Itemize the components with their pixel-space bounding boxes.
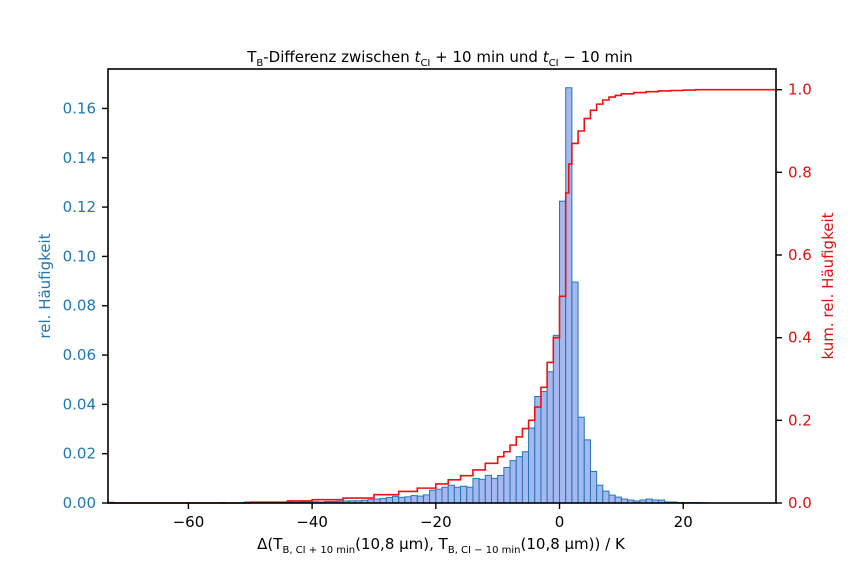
right-y-axis-label: kum. rel. Häufigkeit bbox=[819, 212, 837, 359]
x-tick-label: 20 bbox=[674, 513, 693, 531]
histogram-bar bbox=[435, 488, 443, 504]
histogram-bar bbox=[583, 439, 591, 504]
histogram-bar bbox=[503, 466, 511, 504]
right-y-tick-label: 1.0 bbox=[788, 81, 812, 99]
x-tick-label: −40 bbox=[296, 513, 328, 531]
histogram-bar bbox=[571, 281, 579, 504]
histogram-bar bbox=[466, 486, 474, 504]
histogram-bar bbox=[447, 484, 455, 504]
left-y-tick-label: 0.12 bbox=[63, 198, 96, 216]
right-y-tick-label: 0.2 bbox=[788, 411, 812, 429]
histogram-bar bbox=[589, 470, 598, 504]
x-tick-label: −20 bbox=[420, 513, 452, 531]
left-y-tick-label: 0.14 bbox=[63, 149, 96, 167]
x-axis-ticks: −60 −40 −20 0 20 bbox=[173, 503, 693, 531]
histogram-bar bbox=[521, 451, 530, 504]
left-y-tick-label: 0.04 bbox=[63, 395, 96, 413]
histogram-bar bbox=[392, 495, 400, 504]
histogram-bar bbox=[404, 496, 412, 504]
histogram-bar bbox=[460, 485, 468, 504]
left-y-tick-label: 0.06 bbox=[63, 346, 96, 364]
left-y-tick-label: 0.00 bbox=[63, 494, 96, 512]
histogram-bar bbox=[552, 334, 561, 504]
right-y-tick-label: 0.4 bbox=[788, 329, 812, 347]
x-tick-label: 0 bbox=[555, 513, 565, 531]
histogram-bar bbox=[484, 474, 492, 504]
plot-frame bbox=[107, 68, 777, 504]
right-y-tick-label: 0.0 bbox=[788, 494, 812, 512]
histogram-bar bbox=[478, 478, 486, 504]
histogram-bar bbox=[559, 200, 567, 504]
histogram-bar bbox=[515, 456, 523, 504]
histogram-bar bbox=[385, 497, 394, 504]
histogram-bar bbox=[410, 495, 418, 504]
histogram-bar bbox=[453, 486, 462, 504]
left-y-tick-label: 0.02 bbox=[63, 445, 96, 463]
left-y-tick-label: 0.10 bbox=[63, 247, 96, 265]
histogram-bar bbox=[546, 371, 554, 504]
histogram-bar bbox=[429, 489, 437, 504]
right-y-tick-label: 0.6 bbox=[788, 246, 812, 264]
right-y-tick-label: 0.8 bbox=[788, 163, 812, 181]
histogram-bar bbox=[509, 460, 517, 504]
chart-title: TB-Differenz zwischen tCI + 10 min und t… bbox=[246, 48, 633, 69]
x-axis-label: Δ(TB, CI + 10 min(10,8 μm), TB, CI − 10 … bbox=[257, 535, 626, 556]
histogram-bar bbox=[602, 490, 610, 504]
cumulative-step-line bbox=[108, 88, 776, 504]
histogram-bar bbox=[416, 495, 424, 504]
histogram-bar bbox=[441, 486, 449, 504]
left-y-axis-ticks: 0.00 0.02 0.04 0.06 0.08 0.10 0.12 0.14 0.16 bbox=[63, 99, 108, 512]
histogram-bars bbox=[107, 87, 709, 504]
title-sub-ci-1: CI bbox=[420, 58, 430, 69]
histogram-bar bbox=[596, 484, 604, 504]
histogram-bar bbox=[577, 416, 585, 504]
left-y-tick-label: 0.08 bbox=[63, 297, 96, 315]
histogram-bar bbox=[528, 427, 536, 504]
histogram-bar bbox=[472, 478, 480, 504]
histogram-bar bbox=[534, 395, 542, 504]
histogram-bar bbox=[608, 494, 616, 504]
histogram-bar bbox=[614, 496, 622, 504]
histogram-bar bbox=[565, 87, 573, 504]
histogram-bar bbox=[490, 477, 499, 504]
histogram-bar bbox=[497, 474, 505, 504]
histogram-bar bbox=[422, 494, 431, 504]
histogram-bar bbox=[540, 391, 548, 504]
left-y-tick-label: 0.16 bbox=[63, 99, 96, 117]
left-y-axis-label: rel. Häufigkeit bbox=[36, 233, 54, 338]
right-y-axis-ticks: 0.0 0.2 0.4 0.6 0.8 1.0 bbox=[776, 81, 812, 512]
title-sub-b: B bbox=[256, 58, 263, 69]
x-tick-label: −60 bbox=[173, 513, 205, 531]
title-sub-ci-2: CI bbox=[549, 58, 559, 69]
histogram-bar bbox=[398, 496, 406, 504]
